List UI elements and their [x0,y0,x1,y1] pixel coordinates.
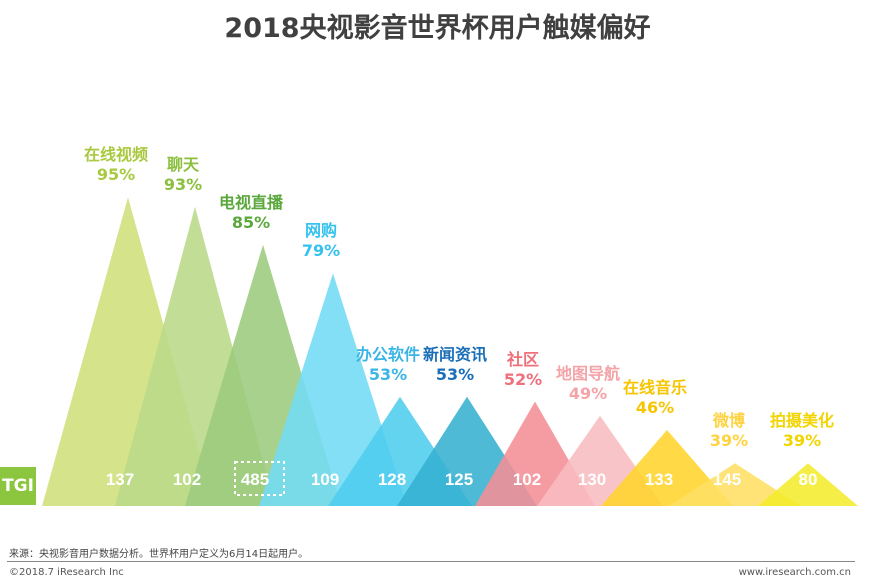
category-name: 在线视频 [83,145,149,165]
tgi-value: 109 [311,470,339,489]
category-label: 办公软件 53% [356,345,420,385]
category-name: 电视直播 [218,192,284,212]
copyright: ©2018.7 iResearch Inc [9,567,124,578]
category-label: 地图导航 49% [556,364,620,404]
triangle-mark [669,463,801,506]
category-name: 聊天 [166,154,200,174]
tgi-value: 133 [645,470,673,489]
penetration-value: 95% [96,165,136,185]
penetration-value: 52% [503,369,543,389]
tgi-value: 125 [445,470,473,489]
category-label: 新闻资讯 53% [423,345,487,385]
category-label: 电视直播 85% [219,193,283,233]
penetration-value: 49% [568,383,608,403]
penetration-value: 93% [163,174,203,194]
penetration-value: 85% [231,212,271,232]
category-label: 微博 39% [710,411,748,451]
tgi-label: TGI [0,467,36,505]
penetration-value: 46% [635,398,675,417]
website: www.iresearch.com.cn [738,567,851,578]
category-name: 微博 [712,411,746,431]
category-name: 在线音乐 [622,378,688,397]
category-label: 拍摄美化 39% [770,411,834,451]
penetration-value: 53% [368,364,408,384]
tgi-value: 128 [378,470,406,489]
category-name: 新闻资讯 [422,344,488,364]
tgi-value: 137 [106,470,134,489]
category-name: 地图导航 [555,363,621,383]
category-label: 网购 79% [302,221,340,261]
footer-divider [7,561,855,562]
tgi-value: 102 [513,470,541,489]
tgi-value: 102 [173,470,201,489]
category-label: 社区 52% [504,350,542,390]
category-label: 聊天 93% [164,155,202,195]
penetration-value: 79% [301,241,341,261]
category-name: 社区 [506,349,540,369]
category-label: 在线视频 95% [84,145,148,185]
penetration-value: 53% [435,364,475,384]
chart-title: 2018央视影音世界杯用户触媒偏好 [224,13,651,44]
category-name: 网购 [304,221,338,241]
tgi-value: 80 [799,470,818,489]
penetration-value: 39% [709,431,749,451]
category-name: 办公软件 [355,344,421,364]
category-name: 拍摄美化 [769,411,835,431]
source-note: 来源：央视影音用户数据分析。世界杯用户定义为6月14日起用户。 [9,549,309,560]
highlight-box [234,461,285,496]
triangle-mark [758,463,858,506]
penetration-value: 39% [782,431,822,451]
tgi-value: 485 [241,470,269,489]
tgi-value: 130 [578,470,606,489]
tgi-value: 145 [713,470,741,489]
category-label: 在线音乐 46% [623,378,687,418]
